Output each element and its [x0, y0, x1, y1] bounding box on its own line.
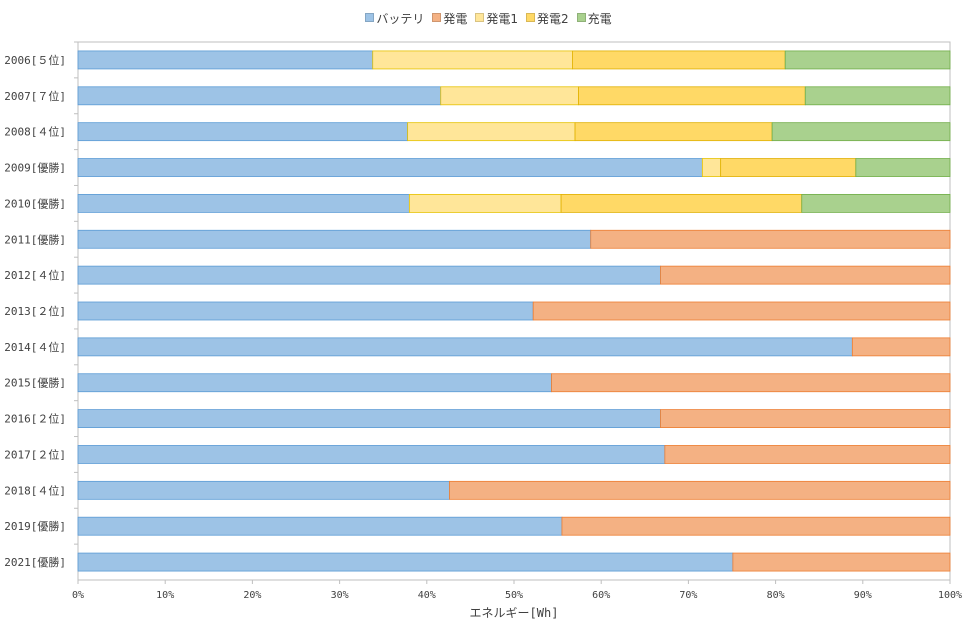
- bar-segment: [77, 265, 661, 285]
- legend-item: 発電: [432, 10, 467, 27]
- bar-segment: [77, 122, 409, 142]
- x-tick-label: 0%: [72, 590, 84, 601]
- bar-segment: [551, 373, 951, 393]
- x-tick-label: 70%: [679, 590, 697, 601]
- legend-swatch: [365, 13, 375, 22]
- category-label: 2014[４位]: [4, 340, 66, 354]
- category-label: 2012[４位]: [4, 268, 66, 282]
- bar-segment: [77, 158, 703, 177]
- bar-segment: [449, 480, 951, 500]
- legend-label: 発電1: [486, 12, 518, 26]
- bar-segment: [77, 445, 666, 464]
- category-label: 2006[５位]: [4, 53, 66, 67]
- category-label: 2013[２位]: [4, 304, 66, 318]
- bar-segment: [561, 516, 951, 536]
- bar-segment: [440, 86, 579, 106]
- category-label: 2016[２位]: [4, 412, 66, 426]
- legend-swatch: [475, 13, 485, 22]
- category-label: 2021[優勝]: [4, 555, 66, 569]
- bar-segment: [801, 193, 951, 213]
- category-label: 2010[優勝]: [4, 196, 66, 210]
- legend-item: 発電1: [475, 10, 518, 27]
- category-label: 2007[７位]: [4, 89, 66, 103]
- bar-segment: [732, 552, 951, 572]
- category-label: 2017[２位]: [4, 447, 66, 461]
- bar-segment: [408, 193, 562, 213]
- bar-segment: [77, 229, 592, 249]
- legend-label: 充電: [587, 12, 612, 26]
- bar-segment: [560, 193, 803, 213]
- legend-item: バッテリ: [365, 10, 424, 27]
- bar-segment: [804, 86, 951, 106]
- bar-segment: [77, 86, 442, 106]
- legend-swatch: [576, 13, 586, 22]
- category-label: 2009[優勝]: [4, 161, 66, 175]
- bar-segment: [590, 229, 951, 249]
- bar-segment: [855, 158, 951, 177]
- legend-label: 発電: [443, 12, 468, 26]
- bar-segment: [574, 122, 773, 142]
- bar-segment: [578, 86, 806, 106]
- bar-segment: [572, 50, 786, 70]
- x-tick-label: 30%: [331, 590, 349, 601]
- bar-segment: [77, 50, 374, 70]
- bar-segment: [77, 552, 734, 572]
- bar-segment: [77, 373, 552, 393]
- bar-segment: [77, 409, 661, 429]
- bar-segment: [660, 265, 951, 285]
- x-tick-label: 60%: [592, 590, 610, 601]
- bar-segment: [77, 301, 534, 321]
- x-tick-label: 90%: [854, 590, 872, 601]
- x-tick-label: 50%: [505, 590, 523, 601]
- bar-segment: [532, 301, 951, 321]
- legend-item: 発電2: [526, 10, 569, 27]
- legend-label: 発電2: [537, 12, 569, 26]
- bar-segment: [407, 122, 576, 142]
- bar-segment: [660, 409, 951, 429]
- bar-segment: [77, 480, 450, 500]
- bar-segment: [77, 516, 563, 536]
- bar-segment: [720, 158, 857, 177]
- bar-segment: [77, 193, 410, 213]
- x-axis-title: エネルギー[Wh]: [470, 606, 559, 620]
- legend-swatch: [432, 13, 442, 22]
- category-label: 2011[優勝]: [4, 232, 66, 246]
- x-tick-label: 100%: [938, 590, 962, 601]
- bar-segment: [77, 337, 853, 357]
- bar-segment: [701, 158, 722, 177]
- x-tick-label: 20%: [243, 590, 261, 601]
- category-label: 2008[４位]: [4, 125, 66, 139]
- category-label: 2015[優勝]: [4, 376, 66, 390]
- chart-legend: バッテリ 発電 発電1 発電2 充電: [0, 10, 977, 27]
- bar-segment: [784, 50, 951, 70]
- bar-segment: [851, 337, 951, 357]
- bar-segment: [664, 445, 951, 464]
- legend-swatch: [526, 13, 535, 22]
- x-tick-label: 80%: [767, 590, 785, 601]
- category-label: 2019[優勝]: [4, 519, 66, 533]
- bar-segment: [771, 122, 951, 142]
- legend-label: バッテリ: [376, 12, 425, 26]
- x-tick-label: 10%: [156, 590, 174, 601]
- legend-item: 充電: [576, 10, 612, 27]
- bar-segment: [372, 50, 573, 70]
- category-label: 2018[４位]: [4, 483, 66, 497]
- x-tick-label: 40%: [418, 590, 436, 601]
